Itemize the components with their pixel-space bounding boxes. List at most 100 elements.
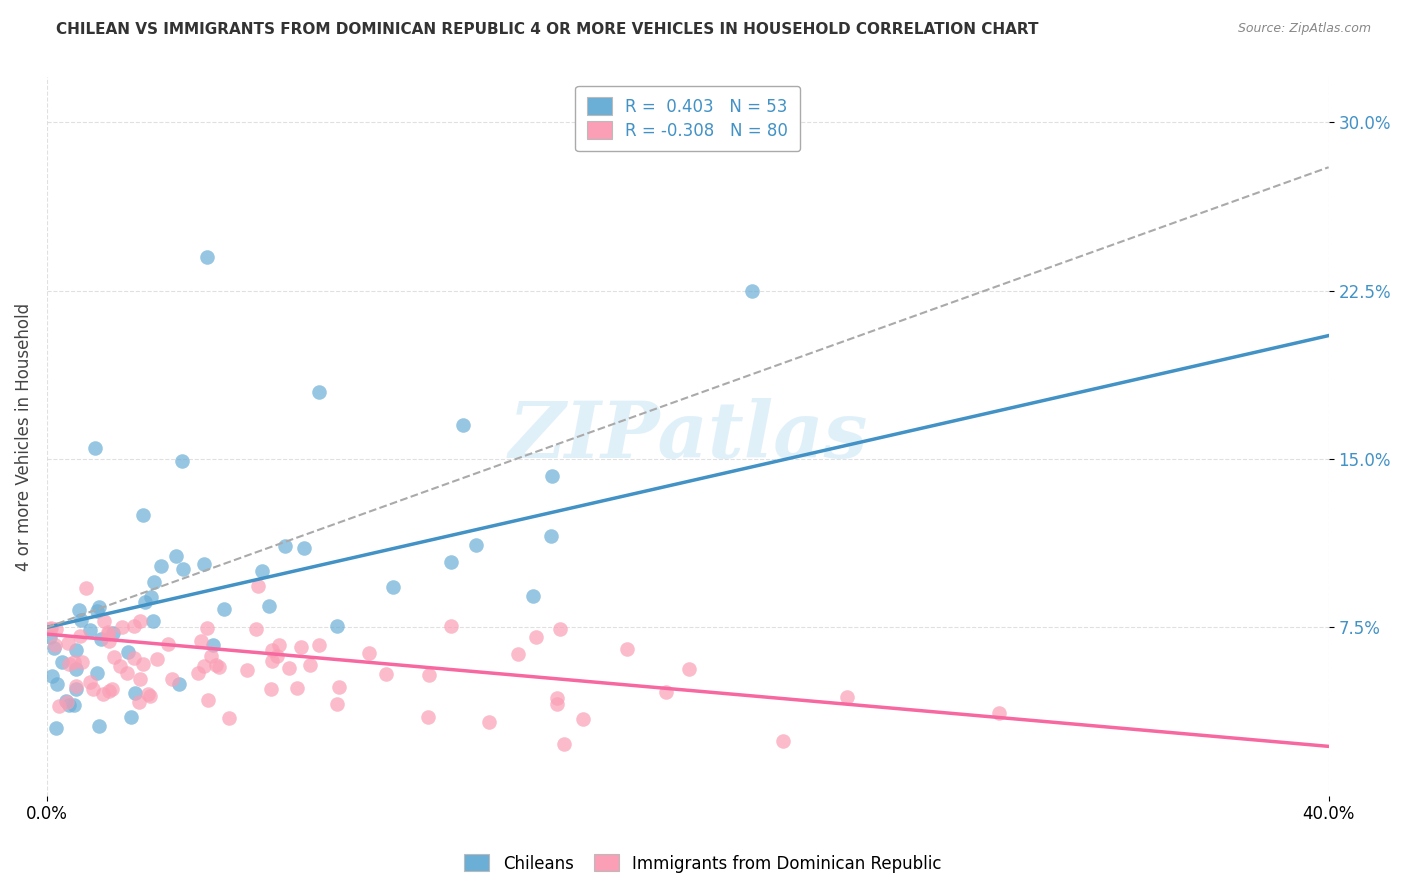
Point [548,622,571,636]
Point [120,709,142,723]
Point [260,643,283,657]
Point [55,695,77,709]
Point [616,641,638,656]
Point [89,719,111,733]
Point [69,629,91,643]
Point [274,539,297,553]
Point [132,657,155,671]
Point [522,589,544,603]
Point [541,469,564,483]
Point [290,640,312,654]
Point [89,600,111,615]
Point [440,619,463,633]
Point [82,682,104,697]
Point [149,559,172,574]
Point [308,384,330,399]
Point [56,635,79,649]
Point [205,657,228,672]
Point [266,648,288,663]
Text: ZIPatlas: ZIPatlas [508,399,868,475]
Point [245,622,267,636]
Point [65,679,87,693]
Point [160,672,183,686]
Point [250,564,273,578]
Point [837,690,859,704]
Point [169,677,191,691]
Point [326,697,349,711]
Point [197,692,219,706]
Point [142,614,165,628]
Point [326,619,349,633]
Point [58,698,80,712]
Text: Source: ZipAtlas.com: Source: ZipAtlas.com [1237,22,1371,36]
Point [111,620,134,634]
Point [440,555,463,569]
Point [97,624,120,639]
Point [75,581,97,595]
Point [48,699,70,714]
Point [97,626,120,640]
Point [987,706,1010,721]
Point [129,614,152,628]
Point [45,622,67,636]
Point [134,594,156,608]
Point [418,668,440,682]
Point [101,626,124,640]
Point [172,562,194,576]
Point [124,619,146,633]
Point [187,666,209,681]
Point [546,690,568,705]
Point [553,737,575,751]
Point [98,684,121,698]
Point [70,655,93,669]
Point [128,694,150,708]
Point [678,663,700,677]
Point [103,650,125,665]
Point [200,649,222,664]
Point [86,604,108,618]
Point [195,621,218,635]
Point [193,558,215,572]
Point [132,508,155,523]
Point [98,634,121,648]
Point [45,677,67,691]
Point [136,687,159,701]
Point [195,250,218,264]
Point [202,638,225,652]
Point [571,712,593,726]
Point [165,549,187,563]
Point [218,711,240,725]
Point [67,602,90,616]
Point [257,599,280,614]
Point [246,579,269,593]
Point [84,441,107,455]
Point [546,697,568,711]
Point [524,630,547,644]
Point [41,669,63,683]
Point [453,418,475,433]
Point [65,662,87,676]
Y-axis label: 4 or more Vehicles in Household: 4 or more Vehicles in Household [15,302,32,571]
Point [128,672,150,686]
Point [208,660,231,674]
Point [416,710,439,724]
Point [55,693,77,707]
Point [39,631,62,645]
Point [741,284,763,298]
Point [108,659,131,673]
Point [44,638,66,652]
Point [124,686,146,700]
Point [269,638,291,652]
Point [39,622,62,636]
Point [285,681,308,695]
Point [772,734,794,748]
Point [63,698,86,712]
Legend: R =  0.403   N = 53, R = -0.308   N = 80: R = 0.403 N = 53, R = -0.308 N = 80 [575,86,800,152]
Point [382,581,405,595]
Point [44,722,66,736]
Point [260,681,283,696]
Point [58,657,80,671]
Point [308,639,330,653]
Point [328,680,350,694]
Point [170,454,193,468]
